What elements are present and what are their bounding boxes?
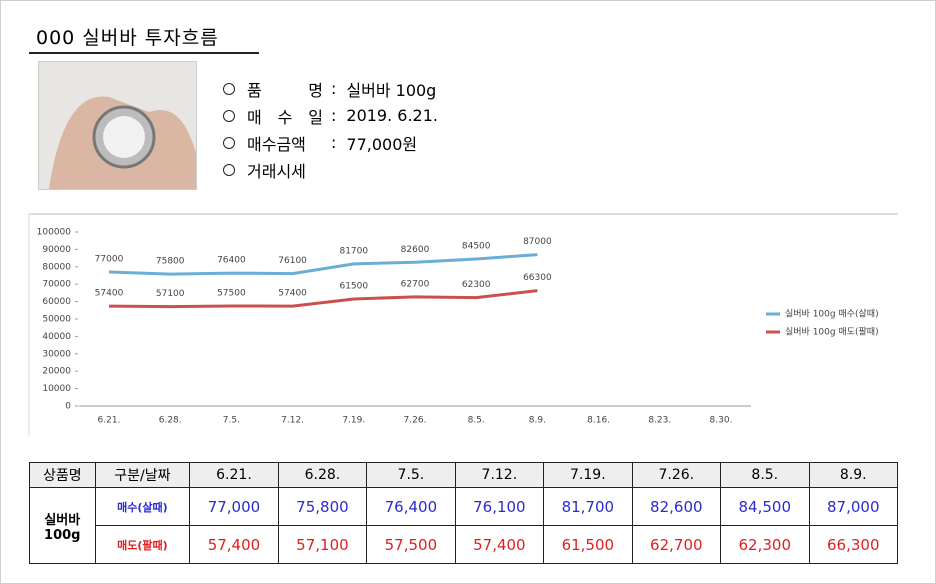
- bullet: [223, 136, 235, 149]
- header-cell: 7.5.: [366, 462, 456, 488]
- row-label: 매도(팔때): [94, 525, 191, 564]
- value-cell: 62,300: [720, 525, 810, 564]
- data-label: 57400: [95, 289, 124, 299]
- header-cell: 구분/날짜: [94, 462, 191, 488]
- value-cell: 81,700: [543, 487, 633, 526]
- x-tick-label: 8.5.: [468, 416, 485, 426]
- data-label: 84500: [462, 241, 491, 251]
- bullet: [223, 163, 235, 176]
- info-separator: :: [331, 106, 337, 125]
- header-cell: 6.28.: [277, 462, 368, 488]
- y-tick-label: 10000: [42, 384, 71, 394]
- info-value: 실버바 100g: [346, 80, 437, 100]
- data-label: 81700: [339, 246, 368, 256]
- x-tick-label: 6.21.: [98, 416, 121, 426]
- value-cell: 84,500: [720, 487, 810, 526]
- info-item: 거래시세: [223, 156, 438, 183]
- data-label: 66300: [523, 273, 552, 283]
- data-label: 82600: [401, 245, 430, 255]
- info-separator: :: [331, 133, 337, 152]
- data-label: 57100: [156, 289, 185, 299]
- x-tick-label: 7.19.: [342, 416, 365, 426]
- y-tick-label: 60000: [42, 297, 71, 307]
- data-label: 57500: [217, 288, 246, 298]
- value-cell: 62,700: [631, 525, 722, 564]
- value-cell: 57,500: [366, 525, 456, 564]
- value-cell: 61,500: [543, 525, 633, 564]
- product-cell: 실버바 100g: [29, 487, 96, 564]
- value-cell: 57,400: [189, 525, 279, 564]
- data-label: 87000: [523, 237, 552, 247]
- x-tick-label: 8.23.: [648, 416, 671, 426]
- header-cell: 7.12.: [454, 462, 545, 488]
- info-item: 매 수 일:2019. 6.21.: [223, 102, 438, 129]
- info-value: 2019. 6.21.: [346, 106, 438, 125]
- product-photo: [38, 61, 197, 190]
- y-tick-label: 70000: [42, 280, 71, 290]
- x-tick-label: 7.26.: [404, 416, 427, 426]
- bullet: [223, 109, 235, 122]
- value-cell: 57,100: [277, 525, 368, 564]
- legend-label: 실버바 100g 매도(팔때): [785, 326, 879, 338]
- y-tick-label: 100000: [37, 228, 72, 238]
- data-row: 실버바 100g 매수(살때) 77,000 75,800 76,400 76,100 81…: [29, 487, 898, 564]
- y-tick-label: 20000: [42, 367, 71, 377]
- x-tick-label: 8.9.: [529, 416, 546, 426]
- data-label: 76100: [278, 256, 307, 266]
- x-tick-label: 7.12.: [281, 416, 304, 426]
- info-value: 77,000원: [346, 134, 418, 154]
- bullet: [223, 82, 235, 95]
- legend-label: 실버바 100g 매수(살때): [785, 309, 879, 320]
- header-cell: 7.26.: [631, 462, 722, 488]
- value-cell: 76,100: [454, 487, 545, 526]
- x-tick-label: 7.5.: [223, 416, 240, 426]
- header-cell: 8.5.: [720, 462, 810, 488]
- title-underline: [29, 52, 259, 54]
- data-label: 76400: [217, 256, 246, 266]
- value-cell: 77,000: [189, 487, 279, 526]
- y-tick-label: 80000: [42, 262, 71, 272]
- value-cell: 87,000: [808, 487, 898, 526]
- x-tick-label: 8.16.: [587, 416, 610, 426]
- page-title: 000 실버바 투자흐름: [36, 27, 219, 49]
- info-item: 품 명: 실버바 100g: [223, 75, 438, 102]
- header-cell: 8.9.: [808, 462, 898, 488]
- data-label: 57400: [278, 289, 307, 299]
- header-cell: 6.21.: [189, 462, 279, 488]
- info-label: 거래시세: [247, 161, 306, 181]
- value-cell: 82,600: [631, 487, 722, 526]
- y-tick-label: 0: [65, 402, 71, 412]
- info-list: 품 명: 실버바 100g 매 수 일:2019. 6.21. 매수금액:77,000…: [223, 75, 438, 183]
- info-label: 매수금액: [247, 134, 306, 154]
- series-line: [108, 253, 538, 276]
- data-label: 77000: [95, 255, 124, 265]
- data-label: 61500: [339, 281, 368, 291]
- header-cell: 상품명: [29, 462, 96, 488]
- chart: 0 10000 20000 30000 40000 50000 60000 70000 8000…: [28, 213, 898, 436]
- row-label: 매수(살때): [94, 487, 191, 526]
- price-table: 상품명 구분/날짜 6.21. 6.28. 7.5. 7.12. 7.19. 7.26. 8.5…: [29, 462, 898, 564]
- data-label: 62700: [401, 279, 430, 289]
- info-separator: :: [331, 79, 337, 98]
- y-tick-label: 90000: [42, 245, 71, 255]
- header-cell: 7.19.: [543, 462, 633, 488]
- value-cell: 57,400: [454, 525, 545, 564]
- value-cell: 76,400: [366, 487, 456, 526]
- x-tick-label: 8.30.: [710, 416, 733, 426]
- info-label: 매 수 일: [247, 107, 323, 127]
- data-row: 매도(팔때) 57,400 57,100 57,500 57,400 61,500 62,7…: [30, 525, 898, 564]
- info-label: 품 명: [247, 80, 323, 100]
- x-tick-label: 6.28.: [159, 416, 182, 426]
- value-cell: 66,300: [808, 525, 898, 564]
- y-tick-label: 50000: [42, 315, 71, 325]
- header-row: 상품명 구분/날짜 6.21. 6.28. 7.5. 7.12. 7.19. 7.26. 8.5…: [29, 462, 898, 488]
- y-tick-label: 40000: [42, 332, 71, 342]
- info-item: 매수금액:77,000원: [223, 129, 438, 156]
- y-tick-label: 30000: [42, 349, 71, 359]
- data-label: 75800: [156, 257, 185, 267]
- series-line: [108, 289, 538, 309]
- value-cell: 75,800: [277, 487, 368, 526]
- data-label: 62300: [462, 280, 491, 290]
